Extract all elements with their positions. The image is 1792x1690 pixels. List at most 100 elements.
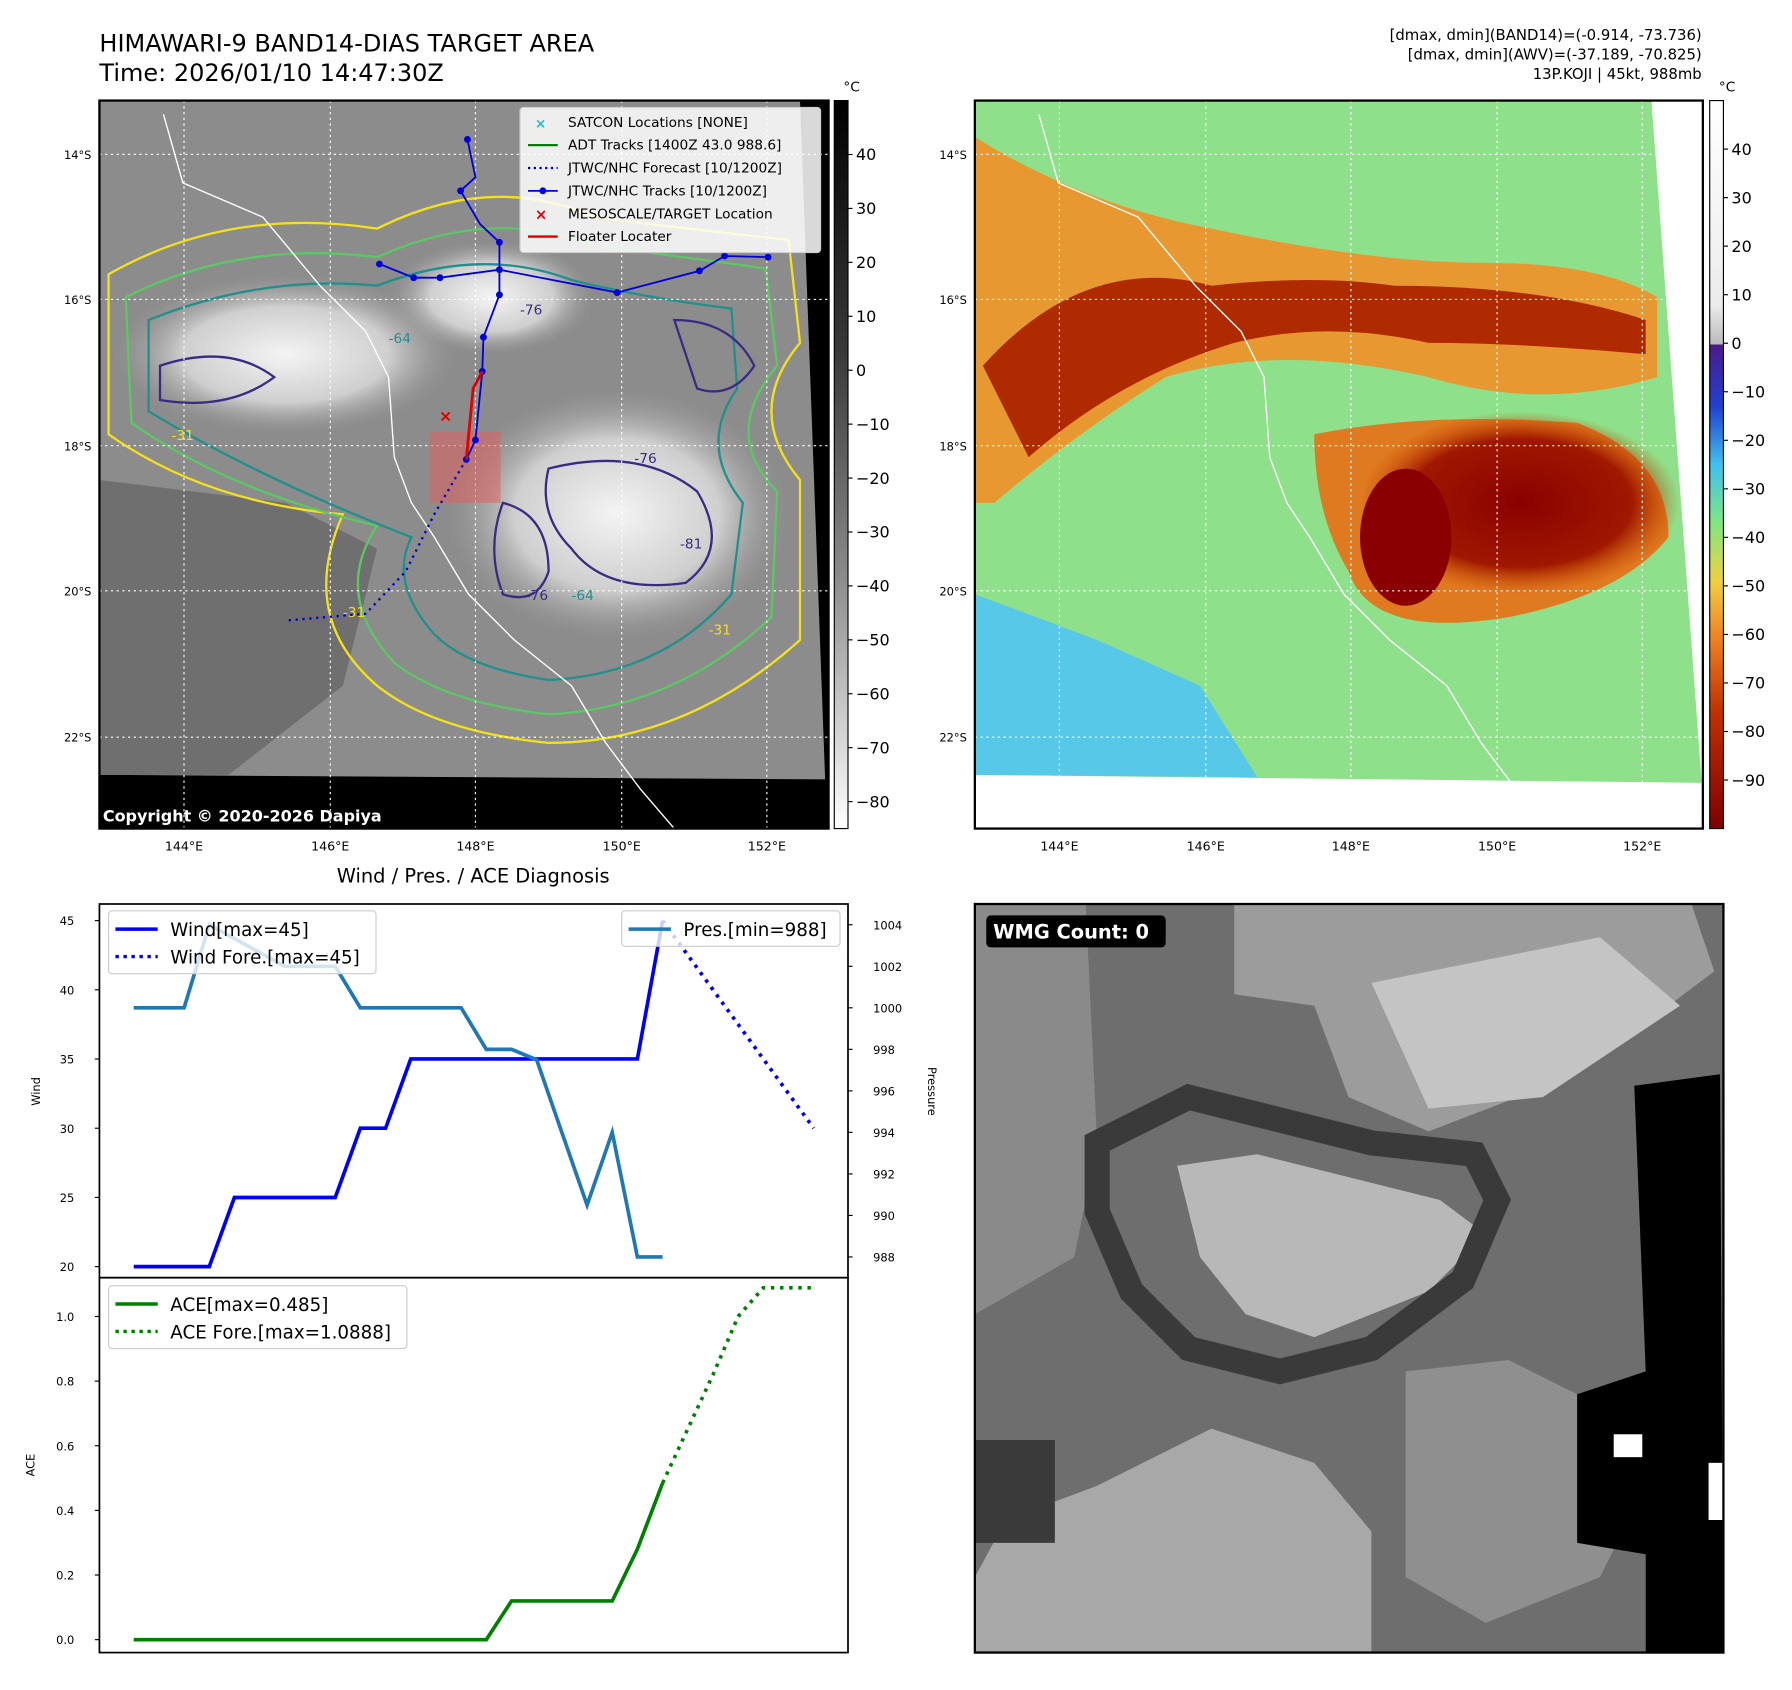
colorbar-tick-label: 10 — [1731, 285, 1751, 304]
wmg-bright-pixels — [1613, 1434, 1643, 1458]
contour-64 — [147, 263, 745, 682]
contour-label: -31 — [709, 622, 731, 638]
ace-forecast-legend-label: ACE Fore.[max=1.0888] — [170, 1322, 391, 1343]
ir-coastline — [162, 114, 675, 829]
lat-label: 22°S — [64, 731, 91, 745]
y-right-tick-label: 1004 — [873, 918, 902, 932]
contour-label: -64 — [571, 588, 593, 604]
contour-label: -31 — [343, 605, 365, 621]
lon-label: 148°E — [1332, 838, 1370, 853]
colorbar-tick-label: −50 — [856, 631, 890, 650]
y-tick-label: 20 — [60, 1260, 75, 1274]
legend-item-target: × MESOSCALE/TARGET Location — [535, 205, 773, 223]
legend-label: ADT Tracks [1400Z 43.0 988.6] — [568, 138, 781, 154]
y-tick-label: 0.4 — [56, 1504, 74, 1518]
info-storm: 13P.KOJI | 45kt, 988mb — [1533, 65, 1702, 83]
colorbar-tick-label: −40 — [856, 577, 890, 596]
pressure-legend-label: Pres.[min=988] — [683, 920, 826, 941]
contour-31 — [107, 195, 802, 744]
y-right-tick-label: 998 — [873, 1043, 895, 1057]
colorbar-tick-label: 0 — [1731, 334, 1741, 353]
y-right-tick-label: 990 — [873, 1209, 895, 1223]
colorbar-tick-label: 10 — [856, 307, 876, 326]
info-band14: [dmax, dmin](BAND14)=(-0.914, -73.736) — [1390, 26, 1702, 44]
legend-label: SATCON Locations [NONE] — [568, 115, 748, 131]
ir-clear-region — [99, 479, 378, 775]
wmg-region-bright-north — [1371, 937, 1680, 1109]
color-map-panel: 14°S 16°S 18°S 20°S 22°S 144°E 146°E 148… — [939, 79, 1765, 853]
colorbar-tick-label: −60 — [1731, 625, 1765, 644]
legend-item-adt: ADT Tracks [1400Z 43.0 988.6] — [527, 138, 781, 154]
color-coastline — [1038, 114, 1551, 829]
contour-label: -76 — [634, 451, 656, 467]
colorbar-tick-label: −30 — [1731, 480, 1765, 499]
series-line — [661, 919, 816, 1130]
gray-colorbar-scale — [833, 99, 849, 830]
y-tick-label: 0.2 — [56, 1569, 74, 1583]
lat-label: 20°S — [64, 584, 91, 598]
colorbar-tick-label: −80 — [856, 792, 890, 811]
colorbar-tick-label: −70 — [1731, 674, 1765, 693]
colorbar-tick-label: −10 — [856, 415, 890, 434]
color-cold-core-west — [1359, 468, 1452, 606]
target-location-marker: × — [439, 407, 452, 426]
ace-legend: ACE[max=0.485] ACE Fore.[max=1.0888] — [107, 1285, 408, 1350]
lon-label: 152°E — [748, 838, 786, 853]
jtwc-track — [375, 135, 772, 463]
legend-item-floater: Floater Locater — [527, 229, 672, 245]
map-legend: × SATCON Locations [NONE] ADT Tracks [14… — [519, 106, 822, 254]
contour-label: -31 — [171, 428, 193, 444]
wmg-frame — [973, 902, 1725, 1654]
ace-chart-marks: 0.0 0.2 0.4 0.6 0.8 1.0 — [56, 1285, 814, 1647]
color-colorbar-ticks: 40 30 20 10 0 −10 −20 −30 −40 −50 −60 −70 −80 −90 — [1723, 140, 1765, 790]
series-line — [133, 920, 665, 1269]
ace-chart: ACE 0.0 0.2 0.4 0.6 0.8 1.0 ACE[max=0.485] AC… — [23, 1276, 849, 1654]
colorbar-tick-label: 40 — [856, 145, 876, 164]
legend-item-satcon: × SATCON Locations [NONE] — [535, 115, 748, 132]
y-tick-label: 45 — [60, 914, 75, 928]
lat-label: 14°S — [939, 148, 966, 162]
lon-label: 150°E — [603, 838, 641, 853]
legend-item-tracks: JTWC/NHC Tracks [10/1200Z] — [527, 183, 767, 199]
colorbar-tick-label: 30 — [1731, 188, 1751, 207]
legend-label: MESOSCALE/TARGET Location — [568, 206, 773, 222]
colorbar-tick-label: −40 — [1731, 528, 1765, 547]
colorbar-tick-label: −80 — [1731, 722, 1765, 741]
floater-box — [429, 431, 501, 503]
y-right-tick-label: 988 — [873, 1251, 895, 1265]
y-tick-label: 0.0 — [56, 1633, 74, 1647]
contour-label: -76 — [526, 588, 548, 604]
lat-label: 20°S — [939, 584, 966, 598]
satcon-marker-icon: × — [535, 116, 546, 132]
ace-axis-label: ACE — [23, 1454, 37, 1477]
wmg-dark-band — [1084, 1083, 1511, 1385]
lon-label: 146°E — [311, 838, 349, 853]
y-right-tick-label: 996 — [873, 1084, 895, 1098]
ir-map-panel: -31 -64 -76 -31 -64 -76 -81 -31 -76 — [64, 79, 890, 853]
color-colorbar-scale — [1709, 99, 1724, 830]
ir-map-lon-labels: 144°E 146°E 148°E 150°E 152°E — [165, 838, 786, 853]
y-tick-label: 0.8 — [56, 1375, 74, 1389]
lon-label: 144°E — [1040, 838, 1078, 853]
color-map-lat-labels: 14°S 16°S 18°S 20°S 22°S — [939, 148, 966, 745]
colorbar-tick-label: 40 — [1731, 140, 1751, 159]
colorbar-tick-label: 30 — [856, 199, 876, 218]
y-tick-label: 30 — [60, 1122, 75, 1136]
wind-legend: Wind[max=45] Wind Fore.[max=45] Pres.[mi… — [107, 910, 841, 975]
ir-map-lat-labels: 14°S 16°S 18°S 20°S 22°S — [64, 148, 91, 745]
series-line — [660, 1285, 814, 1484]
lat-label: 18°S — [939, 439, 966, 453]
y-tick-label: 40 — [60, 983, 75, 997]
colorbar-tick-label: −20 — [856, 469, 890, 488]
wind-axis-label: Wind — [29, 1077, 43, 1106]
target-marker-icon: × — [535, 205, 547, 223]
colorbar-tick-label: −90 — [1731, 771, 1765, 790]
wmg-region-bright-south — [974, 1428, 1372, 1653]
contour-76 — [158, 318, 756, 599]
ace-legend-box — [107, 1285, 408, 1350]
lat-label: 18°S — [64, 439, 91, 453]
pressure-axis-label: Pressure — [925, 1067, 939, 1116]
legend-box — [519, 106, 822, 254]
color-map-frame — [973, 99, 1704, 830]
